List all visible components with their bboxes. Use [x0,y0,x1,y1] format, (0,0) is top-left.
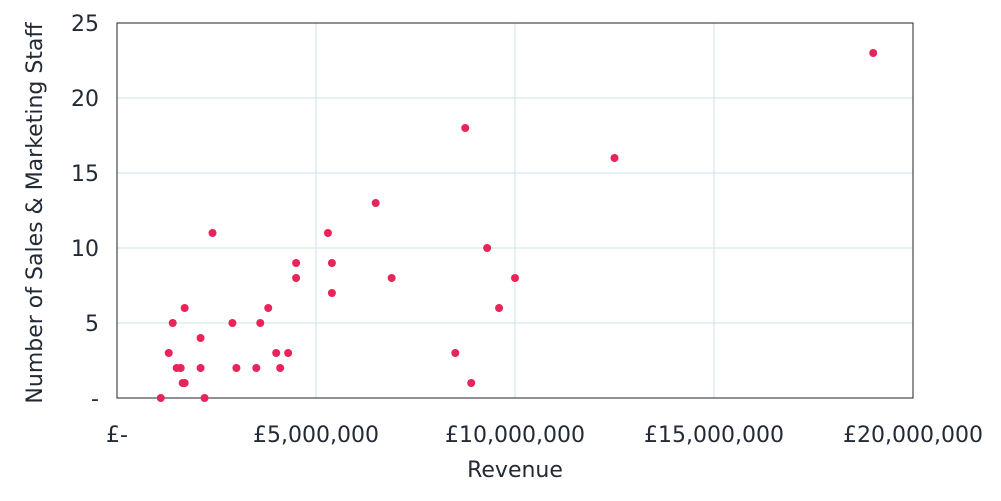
data-point [164,349,173,357]
data-point [511,274,519,282]
y-tick-label: 20 [71,87,99,112]
data-point [327,259,336,267]
data-point [256,319,265,327]
data-point [156,394,165,402]
data-point [467,379,476,387]
data-point [323,229,332,237]
data-point [208,229,217,237]
data-point [232,364,241,372]
data-point [180,304,189,312]
y-tick-label: 15 [71,162,99,187]
data-point [327,289,336,297]
data-point [196,334,205,342]
data-point [869,49,878,57]
y-tick-label: 25 [71,12,99,37]
x-tick-label: £20,000,000 [843,423,983,448]
data-point [276,364,285,372]
x-axis-tick-labels: £- £5,000,000 £10,000,000 £15,000,000 £20,00… [106,423,983,448]
data-point [495,304,504,312]
data-point [176,364,185,372]
x-tick-label: £15,000,000 [644,423,784,448]
x-tick-label: £10,000,000 [445,423,585,448]
data-points [156,49,878,402]
y-axis-title: Number of Sales & Marketing Staff [23,22,48,404]
data-point [461,124,470,132]
data-point [180,379,189,387]
y-tick-label: - [91,387,99,412]
y-axis-tick-labels: - 5 10 15 20 25 [71,12,99,412]
data-point [387,274,396,282]
data-point [168,319,177,327]
x-tick-label: £5,000,000 [253,423,379,448]
y-tick-label: 5 [85,312,99,337]
x-axis-title: Revenue [467,458,563,483]
data-point [252,364,261,372]
data-point [200,394,209,402]
data-point [228,319,237,327]
gridlines [117,23,913,398]
data-point [272,349,281,357]
data-point [264,304,273,312]
data-point [196,364,205,372]
plot-area-border [116,22,914,399]
data-point [483,244,492,252]
data-point [284,349,293,357]
data-point [371,199,380,207]
y-tick-label: 10 [71,237,99,262]
data-point [610,154,619,162]
data-point [292,259,301,267]
x-tick-label: £- [106,423,128,448]
data-point [292,274,301,282]
data-point [451,349,460,357]
